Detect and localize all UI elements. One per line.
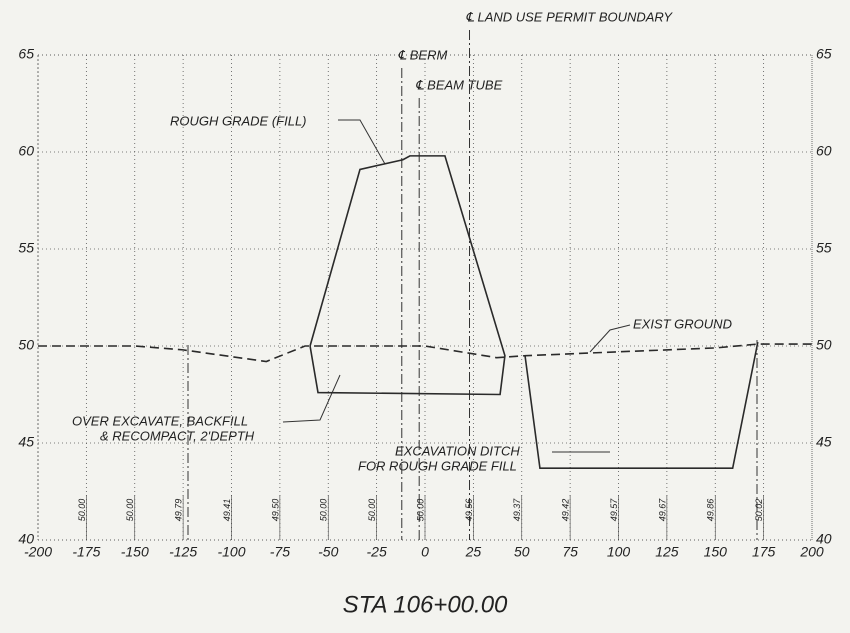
x-tick-label: 75 (562, 544, 578, 560)
y-tick-label: 65 (816, 46, 832, 62)
elevation-label: 49.37 (512, 498, 522, 522)
x-tick-label: 125 (655, 544, 679, 560)
elevation-label: 49.41 (222, 499, 232, 522)
x-tick-label: -50 (318, 544, 338, 560)
x-tick-label: 100 (607, 544, 631, 560)
x-tick-label: 150 (704, 544, 728, 560)
y-tick-label: 45 (18, 434, 34, 450)
x-tick-label: -25 (367, 544, 387, 560)
chart-title: STA 106+00.00 (343, 591, 508, 618)
x-tick-label: -100 (217, 544, 245, 560)
y-tick-label: 40 (18, 531, 34, 547)
y-tick-label: 50 (18, 337, 34, 353)
x-tick-label: 25 (465, 544, 482, 560)
elevation-label: 50.00 (415, 499, 425, 522)
leader (589, 324, 631, 353)
x-tick-label: -75 (270, 544, 290, 560)
centerline-label: ℄ BERM (398, 47, 448, 62)
y-tick-label: 65 (18, 46, 34, 62)
y-tick-label: 60 (816, 143, 832, 159)
elevation-label: 49.86 (706, 499, 716, 522)
y-tick-label: 55 (816, 240, 832, 256)
elevation-label: 49.67 (657, 498, 667, 522)
elevation-label: 49.57 (609, 498, 619, 522)
y-tick-label: 50 (816, 337, 832, 353)
centerline-label: ℄ LAND USE PERMIT BOUNDARY (466, 9, 674, 24)
elevation-label: 49.56 (464, 499, 474, 522)
y-tick-label: 55 (18, 240, 34, 256)
series-line (524, 341, 759, 470)
y-tick-label: 60 (18, 143, 34, 159)
series-line (309, 155, 506, 396)
x-tick-label: -200 (24, 544, 52, 560)
elevation-label: 50.00 (367, 499, 377, 522)
annotation: EXCAVATION DITCH (395, 443, 520, 458)
annotation: ROUGH GRADE (FILL) (170, 113, 307, 128)
elevation-label: 49.42 (561, 499, 571, 522)
elevation-label: 50.00 (77, 499, 87, 522)
annotation: OVER EXCAVATE, BACKFILL (72, 413, 248, 428)
elevation-label: 50.00 (125, 499, 135, 522)
x-tick-label: 50 (514, 544, 530, 560)
y-tick-label: 45 (816, 434, 832, 450)
x-tick-label: -175 (72, 544, 100, 560)
elevation-label: 50.02 (754, 499, 764, 522)
leader (282, 374, 341, 423)
y-tick-label: 40 (816, 531, 832, 547)
annotation: EXIST GROUND (633, 316, 732, 331)
leader (338, 119, 386, 165)
elevation-label: 50.00 (319, 499, 329, 522)
annotation: FOR ROUGH GRADE FILL (358, 458, 517, 473)
x-tick-label: 175 (752, 544, 776, 560)
series-line (38, 343, 812, 363)
x-tick-label: 200 (799, 544, 824, 560)
x-tick-label: -125 (169, 544, 197, 560)
x-tick-label: 0 (421, 544, 429, 560)
elevation-label: 49.79 (174, 499, 184, 522)
centerline-label: ℄ BEAM TUBE (415, 77, 502, 92)
plot-frame (37, 54, 813, 541)
annotation: & RECOMPACT, 2'DEPTH (100, 428, 255, 443)
x-tick-label: -150 (121, 544, 149, 560)
elevation-label: 49.50 (270, 499, 280, 522)
